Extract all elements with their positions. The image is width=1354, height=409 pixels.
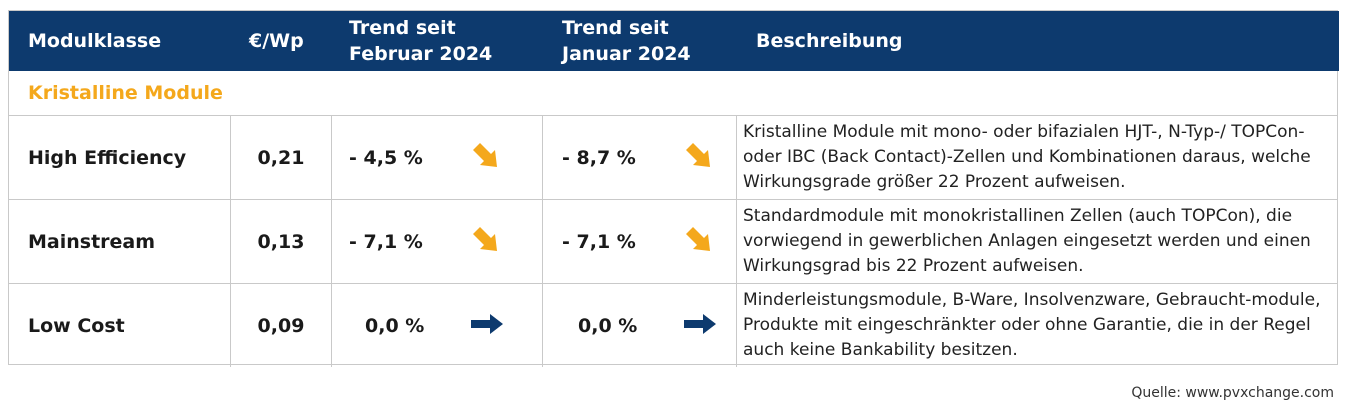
row-trend-jan: 0,0 %: [578, 314, 638, 337]
row-trend-feb: - 4,5 %: [349, 146, 423, 169]
arrow-down-right-icon: [684, 141, 714, 175]
section-row: Kristalline Module: [9, 71, 1337, 116]
header-trend-jan-line1: Trend seit: [562, 17, 669, 39]
table-header: Modulklasse €/Wp Trend seit Februar 2024…: [9, 11, 1339, 71]
arrow-right-icon: [683, 313, 717, 339]
row-description: Minderleistungsmodule, B-Ware, Insolvenz…: [743, 290, 1321, 360]
header-modulklasse: Modulklasse: [28, 30, 162, 52]
row-price: 0,13: [257, 230, 305, 253]
row-name: High Efficiency: [28, 146, 187, 169]
row-trend-jan: - 7,1 %: [562, 230, 636, 253]
source-note: Quelle: www.pvxchange.com: [1131, 385, 1334, 401]
row-price: 0,09: [257, 314, 305, 337]
header-trend-feb-line1: Trend seit: [349, 17, 456, 39]
header-trend-feb: Trend seit Februar 2024: [349, 11, 492, 71]
section-title: Kristalline Module: [28, 82, 223, 104]
row-trend-feb: 0,0 %: [365, 314, 425, 337]
row-trend-feb: - 7,1 %: [349, 230, 423, 253]
row-description: Standardmodule mit monokristallinen Zell…: [743, 206, 1311, 276]
row-name: Low Cost: [28, 314, 125, 337]
arrow-right-icon: [470, 313, 504, 339]
header-price: €/Wp: [249, 30, 304, 52]
arrow-down-right-icon: [471, 141, 501, 175]
header-description: Beschreibung: [756, 30, 903, 52]
arrow-down-right-icon: [471, 225, 501, 259]
table-row: Mainstream 0,13 - 7,1 % - 7,1 % Standard…: [9, 200, 1337, 284]
arrow-down-right-icon: [684, 225, 714, 259]
table-row: Low Cost 0,09 0,0 % 0,0 % Minderleistung…: [9, 284, 1337, 367]
row-description: Kristalline Module mit mono- oder bifazi…: [743, 122, 1311, 192]
header-trend-feb-line2: Februar 2024: [349, 43, 493, 65]
price-trend-table: Modulklasse €/Wp Trend seit Februar 2024…: [8, 10, 1339, 367]
header-trend-jan-line2: Januar 2024: [562, 43, 691, 65]
table-row: High Efficiency 0,21 - 4,5 % - 8,7 % Kri…: [9, 116, 1337, 200]
row-trend-jan: - 8,7 %: [562, 146, 636, 169]
header-trend-jan: Trend seit Januar 2024: [562, 11, 691, 71]
row-price: 0,21: [257, 146, 305, 169]
row-name: Mainstream: [28, 230, 156, 253]
